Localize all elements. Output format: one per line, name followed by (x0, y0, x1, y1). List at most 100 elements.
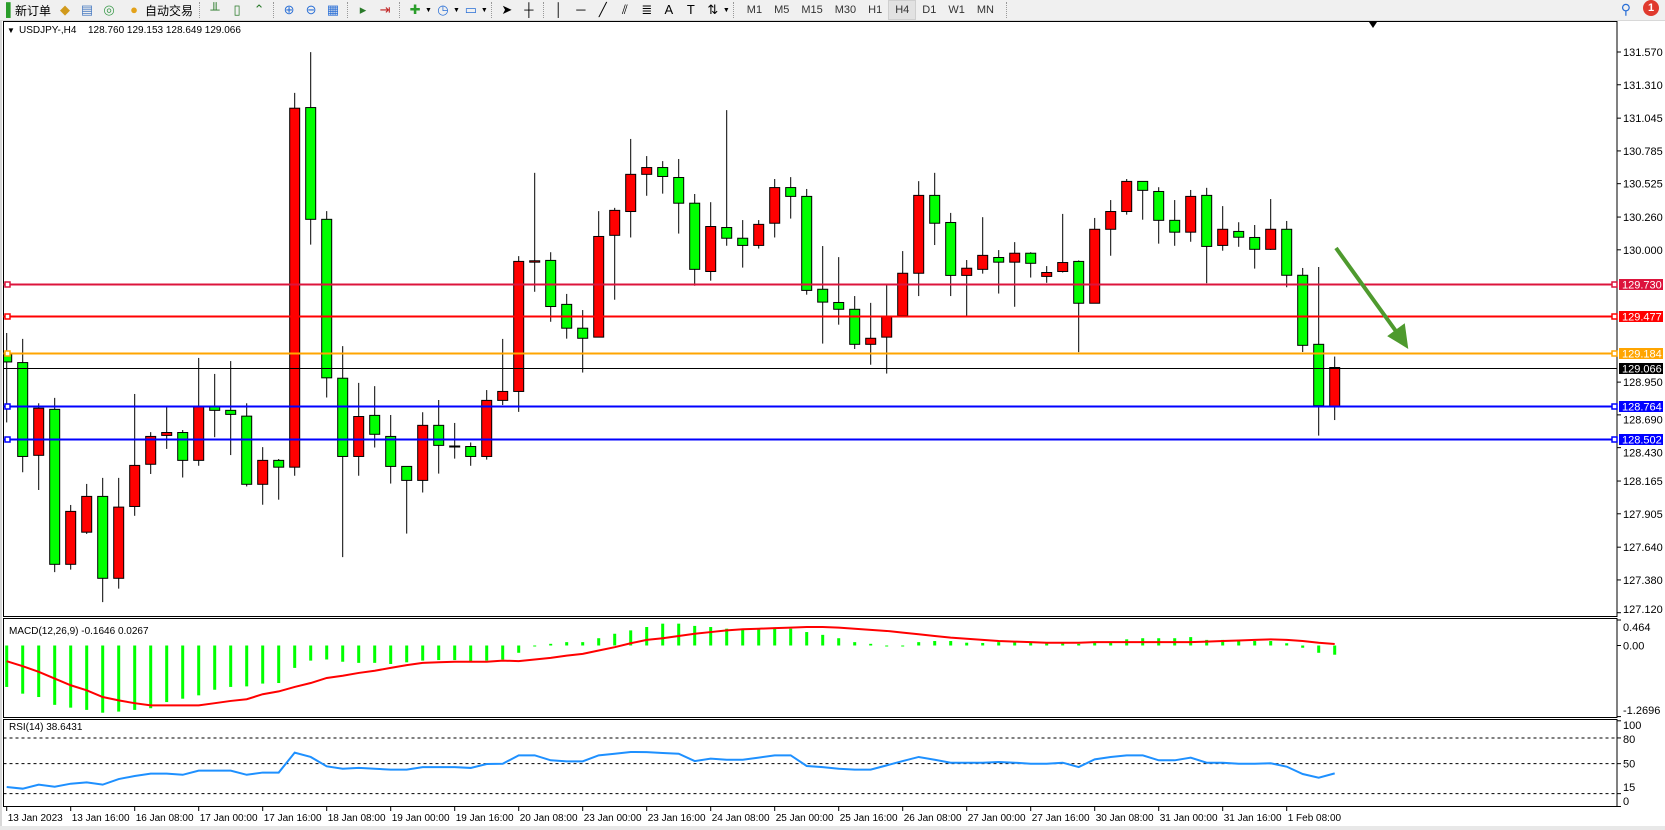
timeframe-h1[interactable]: H1 (868, 4, 883, 16)
auto-scroll-icon[interactable]: ▸ (359, 2, 367, 17)
rsi-line (6, 750, 1335, 790)
time-axis-label: 1 Feb 08:00 (1288, 813, 1342, 824)
indicators-icon[interactable]: ✚ (409, 2, 421, 17)
macd-histogram-bar (1333, 645, 1337, 655)
bear-candle-body (801, 195, 813, 291)
level-handle-left[interactable] (4, 281, 11, 288)
time-axis-label: 16 Jan 08:00 (136, 813, 194, 824)
level-handle-right[interactable] (1611, 281, 1618, 288)
level-handle-right[interactable] (1611, 350, 1618, 357)
fibonacci-icon[interactable]: ≣ (641, 2, 653, 17)
time-axis-label: 20 Jan 08:00 (520, 813, 578, 824)
chart-shift-marker-icon[interactable] (1369, 22, 1377, 28)
macd-axis-label: -1.2696 (1623, 705, 1660, 717)
cursor-icon[interactable]: ➤ (501, 2, 513, 17)
chevron-down-icon[interactable]: ▼ (425, 6, 432, 14)
time-axis-label: 30 Jan 08:00 (1096, 813, 1154, 824)
time-axis-label: 24 Jan 08:00 (712, 813, 770, 824)
bear-candle-body (929, 194, 941, 224)
level-price-tag (1619, 311, 1663, 322)
candlestick-icon[interactable]: ▯ (233, 2, 241, 17)
macd-histogram-bar (949, 641, 953, 646)
macd-histogram-bar (613, 633, 617, 646)
horizontal-line-icon[interactable]: ─ (576, 2, 586, 17)
gold-bars-icon[interactable]: ◆ (60, 2, 71, 17)
price-axis-label: 127.120 (1623, 604, 1663, 616)
chevron-down-icon[interactable]: ▼ (722, 6, 730, 14)
tile-windows-icon[interactable]: ▦ (326, 2, 340, 17)
new-order-button[interactable]: ▌ 新订单 (0, 0, 54, 20)
auto-trading-icon: ● (130, 2, 138, 17)
periods-icon[interactable]: ◷ (437, 2, 449, 17)
macd-histogram-bar (53, 645, 57, 705)
bull-candle-body (33, 407, 45, 456)
level-price-tag (1619, 363, 1663, 374)
text-icon[interactable]: A (664, 2, 674, 17)
signal-icon[interactable]: ◎ (103, 2, 115, 17)
macd-histogram-bar (661, 623, 665, 646)
level-handle-left[interactable] (4, 403, 11, 410)
zoom-in-icon[interactable]: ⊕ (283, 2, 295, 17)
level-handle-right[interactable] (1611, 436, 1618, 443)
bull-candle-body (1121, 180, 1133, 213)
timeframe-m1[interactable]: M1 (746, 4, 763, 16)
timeframe-w1[interactable]: W1 (948, 4, 965, 16)
down-arrow-shaft[interactable] (1334, 246, 1400, 336)
level-handle-right[interactable] (1611, 313, 1618, 320)
timeframe-mn[interactable]: MN (976, 4, 994, 16)
arrows-icon[interactable]: ⇅ (707, 2, 719, 17)
macd-histogram-bar (805, 632, 809, 646)
window-bottom-border (0, 826, 1665, 830)
vertical-line-icon[interactable]: │ (554, 2, 563, 17)
history-icon[interactable]: ▤ (80, 2, 94, 17)
bear-candle-body (1169, 219, 1181, 233)
text-label-icon[interactable]: T (686, 2, 695, 17)
chevron-down-icon[interactable]: ▼ (452, 6, 460, 14)
bear-candle-body (785, 187, 797, 197)
time-axis-label: 31 Jan 16:00 (1224, 813, 1282, 824)
level-price-label: 129.066 (1622, 364, 1662, 376)
timeframe-m15[interactable]: M15 (801, 4, 823, 16)
timeframe-m5[interactable]: M5 (774, 4, 790, 16)
time-axis-label: 26 Jan 08:00 (904, 813, 962, 824)
bull-candle-body (1089, 228, 1101, 304)
macd-histogram-bar (1237, 639, 1241, 646)
equidistant-channel-icon[interactable]: ⫽ (621, 2, 628, 17)
bar-chart-icon[interactable]: ╨ (210, 2, 220, 17)
line-chart-icon[interactable]: ⌃ (253, 2, 265, 17)
macd-histogram-bar (309, 645, 313, 661)
search-icon[interactable]: ⚲ (1620, 1, 1631, 17)
level-handle-left[interactable] (4, 350, 11, 357)
candle (833, 257, 845, 325)
macd-histogram-bar (1029, 642, 1033, 646)
candle (321, 211, 333, 398)
templates-icon[interactable]: ▭ (464, 2, 478, 17)
notification-badge[interactable]: 1 (1643, 0, 1659, 16)
level-handle-right[interactable] (1611, 403, 1618, 410)
candle (369, 386, 381, 448)
chevron-down-icon[interactable]: ▼ (480, 6, 488, 14)
candle (1265, 199, 1277, 250)
crosshair-icon[interactable]: ┼ (524, 2, 534, 17)
down-arrow-head-icon[interactable] (1387, 323, 1409, 349)
macd-histogram-bar (69, 645, 73, 708)
time-axis-label: 19 Jan 00:00 (392, 813, 450, 824)
time-axis-label: 19 Jan 16:00 (456, 813, 514, 824)
candle (625, 138, 637, 238)
zoom-out-icon[interactable]: ⊖ (305, 2, 317, 17)
chart-shift-icon[interactable]: ⇥ (379, 2, 391, 17)
bear-candle-body (1233, 230, 1245, 238)
timeframe-d1[interactable]: D1 (922, 4, 937, 16)
macd-histogram-bar (133, 645, 137, 710)
rsi-axis-label: 80 (1623, 734, 1635, 746)
bear-candle-body (225, 409, 237, 415)
trendline-icon[interactable]: ╱ (598, 2, 607, 17)
timeframe-h4[interactable]: H4 (888, 0, 917, 20)
auto-trading-button[interactable]: ● 自动交易 (120, 0, 196, 20)
timeframe-m30[interactable]: M30 (834, 4, 857, 16)
level-handle-left[interactable] (4, 436, 11, 443)
macd-histogram-bar (1221, 639, 1225, 646)
time-axis-label: 13 Jan 16:00 (72, 813, 130, 824)
level-handle-left[interactable] (4, 313, 11, 320)
